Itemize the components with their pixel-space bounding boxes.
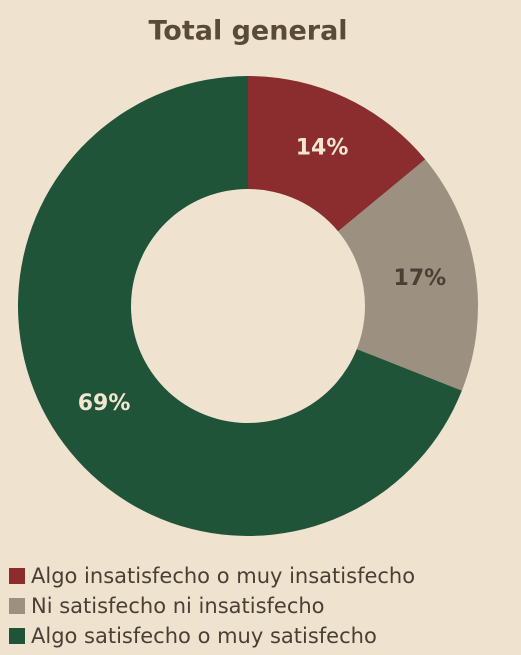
slice-label: 17% <box>394 266 447 291</box>
legend-swatch <box>9 598 25 614</box>
legend-label: Algo insatisfecho o muy insatisfecho <box>31 564 415 588</box>
slice <box>338 159 478 391</box>
slice-label: 14% <box>296 136 349 161</box>
legend-label: Algo satisfecho o muy satisfecho <box>31 624 377 648</box>
chart-title: Total general <box>148 16 347 47</box>
slice <box>17 76 462 536</box>
legend-swatch <box>9 628 25 644</box>
slice-label: 69% <box>78 391 131 416</box>
legend-swatch <box>9 568 25 584</box>
legend-label: Ni satisfecho ni insatisfecho <box>31 594 325 618</box>
slice <box>248 76 426 232</box>
